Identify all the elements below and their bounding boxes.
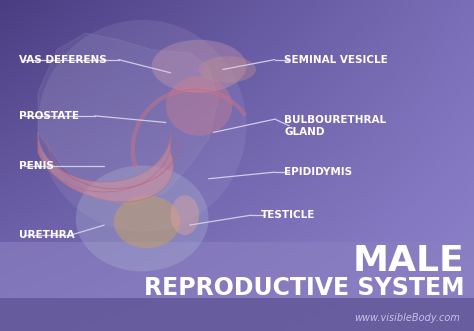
Bar [0,242,474,331]
Ellipse shape [171,195,199,235]
Text: PROSTATE: PROSTATE [19,111,79,121]
Ellipse shape [38,20,246,232]
Text: PENIS: PENIS [19,161,54,170]
Ellipse shape [152,40,246,93]
Text: URETHRA: URETHRA [19,230,74,240]
Polygon shape [38,33,218,205]
Ellipse shape [114,195,180,248]
Text: MALE: MALE [353,245,465,278]
Text: TESTICLE: TESTICLE [261,210,315,220]
Polygon shape [38,132,173,202]
Text: www.visibleBody.com: www.visibleBody.com [354,313,460,323]
Ellipse shape [76,166,209,271]
Text: SEMINAL VESICLE: SEMINAL VESICLE [284,55,388,65]
Bar [0,298,474,331]
Text: REPRODUCTIVE SYSTEM: REPRODUCTIVE SYSTEM [144,276,465,300]
Text: EPIDIDYMIS: EPIDIDYMIS [284,167,353,177]
Ellipse shape [166,76,232,136]
Text: BULBOURETHRAL
GLAND: BULBOURETHRAL GLAND [284,115,386,137]
Text: VAS DEFERENS: VAS DEFERENS [19,55,107,65]
Ellipse shape [199,56,256,83]
